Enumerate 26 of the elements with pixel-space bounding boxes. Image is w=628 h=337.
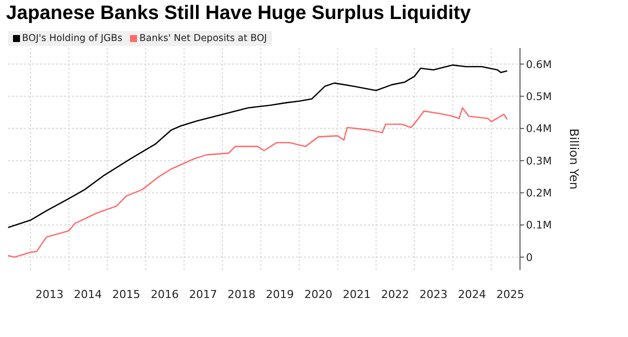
x-tick-label: 2025 bbox=[496, 288, 524, 301]
x-tick-label: 2015 bbox=[112, 288, 140, 301]
x-tick-label: 2021 bbox=[342, 288, 371, 301]
x-tick-label: 2023 bbox=[419, 288, 448, 301]
y-tick-label: 0.2M bbox=[526, 188, 552, 200]
x-tick-label: 2014 bbox=[74, 288, 102, 301]
x-tick-label: 2019 bbox=[266, 288, 294, 301]
y-axis-title: Billion Yen bbox=[566, 128, 581, 190]
y-tick-label: 0.4M bbox=[526, 123, 552, 136]
y-tick-label: 0.5M bbox=[526, 90, 552, 103]
y-tick-label: 0.6M bbox=[526, 58, 552, 71]
line-series bbox=[8, 107, 508, 258]
line-series bbox=[8, 64, 508, 228]
legend-label: Banks' Net Deposits at BOJ bbox=[138, 33, 267, 44]
y-tick-label: 0.1M bbox=[526, 220, 552, 232]
x-tick-label: 2024 bbox=[458, 288, 486, 301]
y-tick-label: 0 bbox=[526, 252, 533, 264]
chart-title: Japanese Banks Still Have Huge Surplus Liquidity bbox=[6, 2, 471, 25]
x-tick-label: 2017 bbox=[189, 288, 218, 301]
x-tick-label: 2022 bbox=[381, 288, 410, 301]
y-tick-label: 0.3M bbox=[526, 155, 552, 168]
x-tick-label: 2020 bbox=[304, 288, 332, 301]
x-tick-label: 2016 bbox=[150, 288, 179, 301]
legend-label: BOJ's Holding of JGBs bbox=[21, 33, 122, 44]
x-tick-label: 2018 bbox=[228, 288, 256, 301]
x-tick-label: 2013 bbox=[36, 288, 64, 301]
